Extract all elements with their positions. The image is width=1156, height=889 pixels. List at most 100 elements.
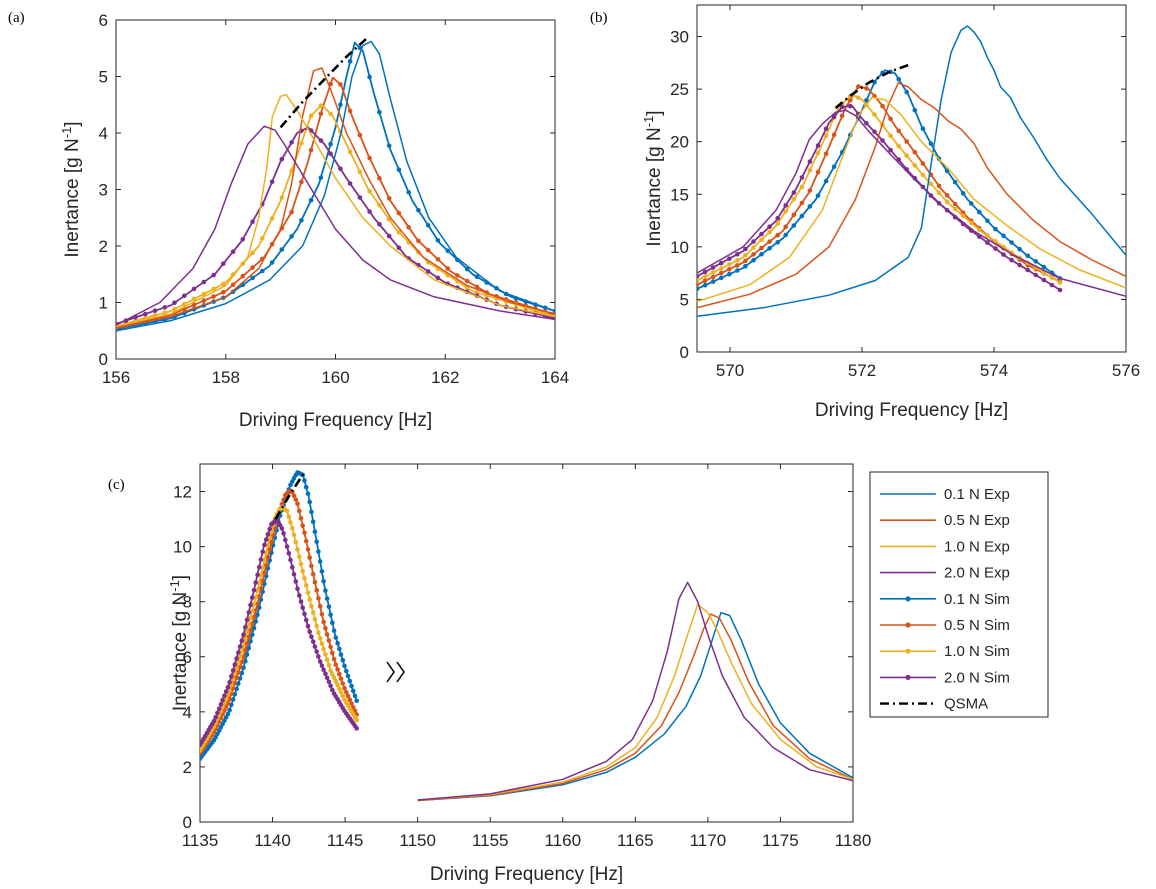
panel-c-marker-0-5-n-sim <box>333 662 339 667</box>
panel-b-marker-1-0-n-sim <box>944 199 950 205</box>
panel-c-marker-1-0-n-sim <box>239 649 245 654</box>
panel-b-marker-2-0-n-sim <box>823 126 829 132</box>
panel-b-plot-area <box>696 4 1127 353</box>
panel-c-marker-0-1-n-sim <box>234 686 239 692</box>
panel-b-marker-1-0-n-sim <box>1057 280 1063 285</box>
panel-c-marker-0-5-n-sim <box>319 612 325 617</box>
panel-c-marker-2-0-n-sim <box>298 599 304 604</box>
panel-c-x-tick-label: 1140 <box>254 831 291 850</box>
panel-c-marker-1-0-n-sim <box>297 554 302 559</box>
panel-b-marker-0-5-n-sim <box>697 282 700 287</box>
panel-b-marker-2-0-n-sim <box>791 190 797 195</box>
panel-c-marker-1-0-n-sim <box>248 615 253 621</box>
panel-c-marker-0-1-n-sim <box>312 529 318 534</box>
panel-c-marker-2-0-n-sim <box>243 625 248 630</box>
panel-c-marker-0-5-n-sim <box>246 634 252 640</box>
panel-c-marker-0-1-n-sim <box>255 612 260 618</box>
panel-a-marker-0-5-n-sim <box>455 273 460 278</box>
legend-marker-1-0-n-sim <box>905 648 911 654</box>
panel-c-marker-0-5-n-sim <box>222 708 227 713</box>
panel-a-marker-1-0-n-sim <box>328 111 333 117</box>
panel-b-marker-0-1-n-sim <box>743 263 748 269</box>
panel-c-marker-0-1-n-sim <box>248 639 253 644</box>
panel-c-marker-2-0-n-sim <box>236 650 241 655</box>
panel-c-plot-area <box>199 463 854 823</box>
panel-a-marker-1-0-n-sim <box>396 229 402 235</box>
panel-b-marker-2-0-n-sim <box>815 143 821 148</box>
panel-c-marker-2-0-n-sim <box>330 687 335 693</box>
panel-c-marker-2-0-n-sim <box>211 718 217 724</box>
panel-c-marker-2-0-n-sim <box>279 526 285 531</box>
panel-c-marker-0-5-n-sim <box>230 686 236 691</box>
panel-b-marker-0-1-n-sim <box>815 193 821 198</box>
panel-b-marker-2-0-n-sim <box>1025 267 1030 273</box>
panel-c-marker-1-0-n-sim <box>244 629 250 635</box>
panel-a-marker-0-1-n-sim <box>416 207 421 213</box>
panel-c-marker-0-1-n-sim <box>317 559 323 564</box>
panel-b-marker-0-1-n-sim <box>993 226 998 232</box>
panel-c-series-0-1-n-exp <box>417 611 853 802</box>
panel-c-marker-0-5-n-sim <box>317 604 323 609</box>
panel-b-marker-0-5-n-sim <box>775 232 780 238</box>
panel-c-marker-0-5-n-sim <box>223 704 229 710</box>
panel-a-series-0-5-n-exp <box>116 67 555 329</box>
panel-a-marker-0-5-n-sim <box>289 209 294 215</box>
panel-b-marker-0-1-n-sim <box>1025 253 1030 259</box>
panel-c-marker-2-0-n-sim <box>288 557 293 563</box>
panel-c-marker-1-0-n-sim <box>253 594 258 600</box>
panel-a-marker-0-5-n-sim <box>221 290 226 295</box>
panel-c-y-tick-label: 12 <box>173 483 192 502</box>
panel-a-y-tick-label: 5 <box>99 68 108 87</box>
panel-a-marker-2-0-n-sim <box>143 311 148 317</box>
panel-b-marker-0-5-n-sim <box>896 128 901 134</box>
panel-b-marker-1-0-n-sim <box>799 184 805 190</box>
panel-c-marker-0-1-n-sim <box>324 596 330 601</box>
panel-c-marker-1-0-n-sim <box>293 539 299 545</box>
panel-b: (b) 570 572 574 576 0 5 10 15 20 25 30 Driving Fre… <box>590 4 1140 421</box>
panel-c-marker-0-1-n-sim <box>256 605 262 610</box>
panel-c-marker-2-0-n-sim <box>246 610 252 615</box>
panel-c-marker-2-0-n-sim <box>321 667 326 672</box>
panel-a-marker-2-0-n-sim <box>211 272 216 278</box>
panel-c-marker-0-1-n-sim <box>337 646 342 652</box>
panel-c-marker-1-0-n-sim <box>298 561 304 567</box>
panel-c-marker-0-1-n-sim <box>345 673 351 679</box>
panel-b-marker-0-5-n-sim <box>888 116 893 122</box>
panel-a-marker-0-1-n-sim <box>279 247 285 252</box>
panel-a-marker-0-5-n-sim <box>230 282 236 288</box>
panel-c-marker-2-0-n-sim <box>317 659 323 664</box>
panel-c-marker-2-0-n-sim <box>303 617 309 623</box>
panel-c-marker-0-5-n-sim <box>342 685 347 691</box>
panel-c-marker-0-1-n-sim <box>344 668 349 674</box>
panel-b-marker-2-0-n-sim <box>1057 287 1063 293</box>
panel-c-x-tick-label: 1165 <box>617 831 654 850</box>
panel-b-y-tick-label: 30 <box>670 28 689 47</box>
panel-a-x-axis-title: Driving Frequency [Hz] <box>239 410 432 431</box>
panel-a-marker-2-0-n-sim <box>152 308 158 314</box>
panel-c-marker-0-1-n-sim <box>321 579 326 584</box>
panel-b-marker-1-0-n-sim <box>1049 275 1055 280</box>
panel-c-x-tick-label: 1180 <box>835 831 872 850</box>
legend-marker-2-0-n-sim <box>905 674 911 681</box>
panel-b-marker-0-5-n-sim <box>743 258 748 264</box>
panel-b-marker-0-5-n-sim <box>920 161 926 166</box>
panel-c-marker-2-0-n-sim <box>248 602 253 608</box>
panel-a-marker-0-5-n-sim <box>211 294 216 299</box>
panel-c-y-tick-label: 0 <box>183 813 192 832</box>
panel-c-marker-2-0-n-sim <box>251 587 257 593</box>
panel-b-series-group <box>697 25 1126 317</box>
panel-b-marker-2-0-n-sim <box>783 203 788 208</box>
panel-c-marker-1-0-n-sim <box>302 576 307 581</box>
panel-b-x-tick-label: 570 <box>716 361 744 380</box>
panel-c-marker-0-1-n-sim <box>354 698 360 704</box>
panel-c-marker-0-5-n-sim <box>323 625 328 631</box>
panel-a-marker-2-0-n-sim <box>338 166 343 172</box>
panel-c-marker-0-1-n-sim <box>319 569 325 574</box>
panel-a-marker-0-1-n-sim <box>396 167 402 172</box>
legend-label-1-0-n-exp: 1.0 N Exp <box>944 538 1010 555</box>
panel-a-marker-0-1-n-sim <box>338 102 343 107</box>
panel-b-marker-0-1-n-sim <box>985 218 990 224</box>
panel-b-marker-1-0-n-sim <box>710 270 716 275</box>
panel-c-marker-0-1-n-sim <box>253 619 258 624</box>
panel-c-y-tick-label: 8 <box>183 593 192 612</box>
